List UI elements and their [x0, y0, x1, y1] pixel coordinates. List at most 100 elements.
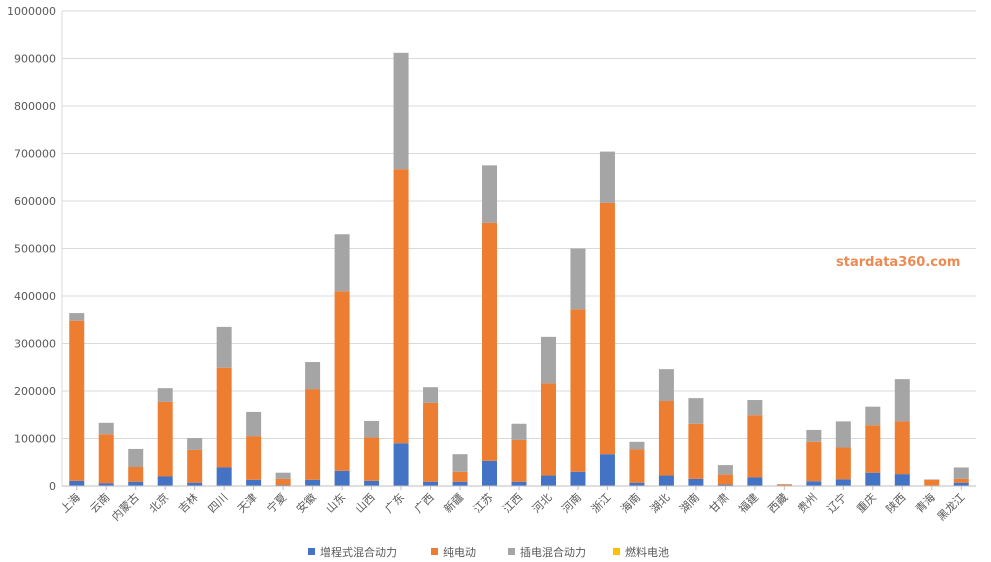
- bar-segment: [128, 481, 144, 486]
- x-tick-label: 黑龙江: [935, 491, 968, 524]
- bar-segment: [216, 467, 232, 486]
- bar-segment: [806, 481, 822, 486]
- bar-segment: [717, 484, 733, 486]
- bar-segment: [835, 479, 851, 486]
- bar-segment: [747, 477, 763, 486]
- bar-segment: [688, 398, 704, 424]
- x-tick-label: 辽宁: [824, 490, 849, 515]
- y-tick-label: 300000: [14, 338, 56, 351]
- bar-segment: [98, 483, 114, 486]
- bar-segment: [246, 411, 262, 437]
- bar-segment: [658, 369, 674, 401]
- x-tick-label: 上海: [57, 490, 82, 515]
- bar-segment: [894, 379, 910, 422]
- bar-segment: [570, 471, 586, 486]
- bar-segment: [128, 467, 144, 482]
- bar-segment: [511, 423, 527, 440]
- x-tick-label: 江苏: [471, 491, 496, 516]
- bar-segment: [599, 454, 615, 486]
- bar-segment: [540, 383, 556, 476]
- legend-swatch: [308, 548, 315, 555]
- bar-segment: [688, 478, 704, 486]
- bar-segment: [688, 423, 704, 479]
- bar-segment: [364, 480, 380, 486]
- bar-segment: [835, 447, 851, 480]
- y-tick-label: 600000: [14, 195, 56, 208]
- bar-segment: [629, 441, 645, 450]
- bar-segment: [835, 421, 851, 448]
- x-axis-categories: 上海 云南内蒙古 北京 吉林 四川 天津 宁夏 安徽 山东 山西 广东 广西 新疆 江苏 江西 河北 河南 浙江海…: [57, 486, 967, 523]
- legend-swatch: [431, 548, 438, 555]
- bar-segment: [423, 481, 439, 486]
- x-tick-label: 河南: [559, 491, 584, 516]
- x-tick-label: 甘肃: [707, 491, 732, 516]
- bar-segment: [658, 400, 674, 476]
- bar-segment: [482, 460, 498, 486]
- bar-segment: [305, 389, 321, 480]
- bar-segment: [393, 52, 409, 170]
- bar-segment: [305, 362, 321, 390]
- bar-segment: [599, 202, 615, 455]
- bar-segment: [776, 484, 792, 486]
- x-tick-label: 新疆: [441, 490, 466, 515]
- bar-segment: [924, 479, 940, 486]
- x-tick-label: 广东: [382, 491, 407, 516]
- bar-segment: [894, 421, 910, 475]
- x-tick-label: 福建: [736, 490, 761, 515]
- bar-segment: [187, 449, 203, 483]
- y-tick-label: 0: [49, 480, 56, 493]
- bar-segment: [806, 429, 822, 442]
- y-tick-label: 700000: [14, 148, 56, 161]
- y-tick-label: 400000: [14, 290, 56, 303]
- bar-segment: [953, 482, 969, 486]
- bar-segment: [629, 482, 645, 486]
- bar-segment: [187, 482, 203, 486]
- bar-segment: [747, 415, 763, 478]
- bar-segment: [865, 406, 881, 426]
- bar-segment: [157, 401, 173, 477]
- x-tick-label: 天津: [235, 491, 260, 516]
- bar-segment: [865, 472, 881, 486]
- x-tick-label: 浙江: [589, 491, 614, 516]
- legend-label: 插电混合动力: [520, 545, 586, 559]
- bar-segment: [423, 402, 439, 482]
- y-axis-ticks: 0 100000 200000 300000 400000 500000 600000 700…: [7, 5, 56, 493]
- y-tick-label: 200000: [14, 385, 56, 398]
- x-tick-label: 云南: [88, 491, 113, 516]
- bar-segment: [187, 438, 203, 450]
- bar-segment: [246, 479, 262, 486]
- x-tick-label: 湖南: [677, 491, 702, 516]
- x-tick-label: 重庆: [853, 490, 878, 515]
- bar-segment: [275, 472, 291, 479]
- bar-segment: [334, 470, 350, 486]
- bar-segment: [658, 475, 674, 486]
- bar-segment: [482, 222, 498, 461]
- watermark: stardata360.com: [836, 255, 960, 270]
- x-tick-label: 安徽: [293, 490, 318, 515]
- x-tick-label: 西藏: [766, 491, 791, 516]
- legend-label: 纯电动: [443, 546, 476, 559]
- bar-segment: [570, 248, 586, 310]
- bar-segment: [246, 436, 262, 480]
- bar-segment: [128, 448, 144, 467]
- bar-segment: [423, 387, 439, 403]
- y-tick-label: 100000: [14, 433, 56, 446]
- x-tick-label: 青海: [912, 490, 937, 515]
- bar-segment: [540, 336, 556, 384]
- legend: 增程式混合动力 纯电动 插电混合动力 燃料电池: [308, 545, 669, 559]
- x-tick-label: 贵州: [795, 491, 820, 516]
- legend-swatch: [613, 548, 620, 555]
- bar-segment: [747, 400, 763, 416]
- bar-segment: [334, 291, 350, 471]
- bar-segment: [599, 151, 615, 203]
- x-tick-label: 北京: [146, 490, 171, 515]
- bar-segment: [629, 449, 645, 483]
- bar-segment: [216, 326, 232, 368]
- bar-segment: [570, 309, 586, 472]
- bar-segment: [364, 437, 380, 481]
- bar-segment: [452, 454, 468, 472]
- x-tick-label: 山西: [353, 491, 378, 516]
- bar-segment: [393, 443, 409, 486]
- bar-segment: [157, 388, 173, 402]
